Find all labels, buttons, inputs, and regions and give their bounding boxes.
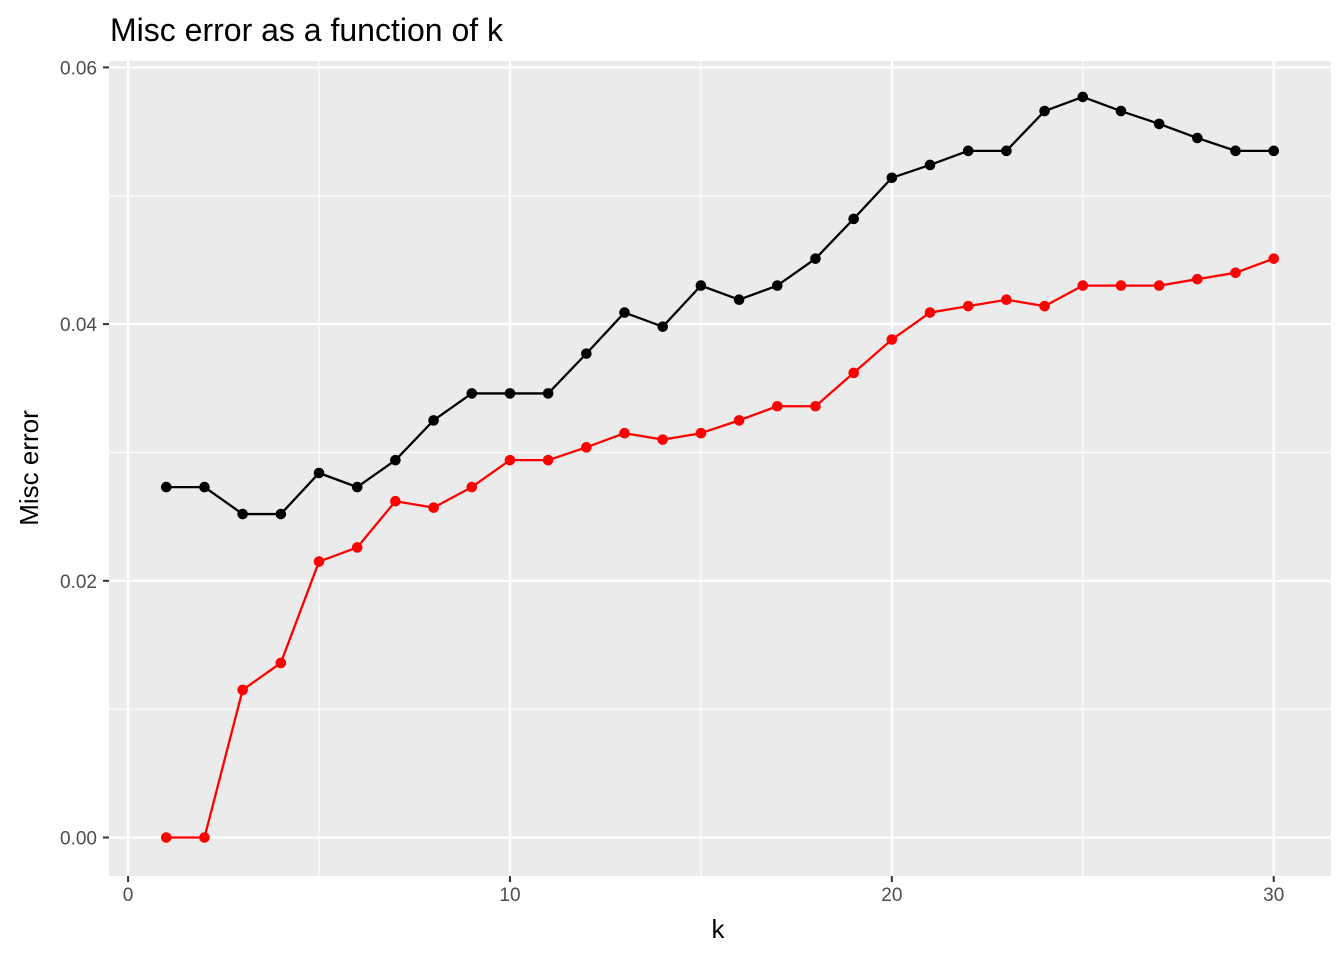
x-axis: 0 10 20 30 xyxy=(123,876,1284,906)
data-point xyxy=(733,415,745,426)
data-point xyxy=(504,388,516,399)
y-tick-label: 0.00 xyxy=(60,828,97,849)
data-point xyxy=(160,481,172,493)
data-point xyxy=(351,481,363,493)
data-point xyxy=(428,502,439,513)
data-point xyxy=(1039,105,1050,117)
data-point xyxy=(848,213,859,225)
data-point xyxy=(1192,132,1203,144)
data-point xyxy=(1115,280,1127,291)
series-layer xyxy=(160,91,1280,843)
data-point xyxy=(619,307,630,318)
data-point xyxy=(733,294,745,306)
data-point xyxy=(1268,145,1280,157)
y-tick-label: 0.04 xyxy=(60,315,97,336)
data-point xyxy=(1115,105,1127,117)
data-point xyxy=(466,481,478,493)
grid-minor xyxy=(109,61,1331,876)
data-point xyxy=(1039,300,1050,312)
data-point xyxy=(428,415,439,426)
y-tick-label: 0.02 xyxy=(60,572,97,593)
data-point xyxy=(237,684,248,696)
x-tick-label: 30 xyxy=(1263,885,1284,906)
data-point xyxy=(466,388,478,399)
data-point xyxy=(581,442,592,453)
data-point xyxy=(542,454,554,466)
data-point xyxy=(1268,253,1280,264)
data-point xyxy=(1192,273,1203,285)
data-point xyxy=(313,556,325,567)
data-point xyxy=(962,300,974,312)
data-point xyxy=(351,542,363,553)
data-point xyxy=(848,367,859,379)
data-point xyxy=(237,508,248,520)
y-axis-title: Misc error xyxy=(14,410,44,526)
data-point xyxy=(390,495,401,507)
data-point xyxy=(1001,145,1012,157)
data-point xyxy=(1077,280,1089,291)
data-point xyxy=(199,832,210,843)
x-tick-label: 10 xyxy=(499,885,520,906)
x-tick-label: 20 xyxy=(881,885,902,906)
data-point xyxy=(1077,91,1089,103)
data-point xyxy=(1230,267,1241,279)
data-point xyxy=(810,253,821,264)
data-point xyxy=(924,307,936,318)
data-point xyxy=(924,159,936,171)
data-point xyxy=(619,427,630,439)
data-point xyxy=(390,454,401,466)
x-tick-label: 0 xyxy=(123,885,134,906)
series-line xyxy=(166,257,1275,839)
data-point xyxy=(1230,145,1241,157)
data-point xyxy=(810,400,821,412)
data-point xyxy=(504,454,516,466)
data-point xyxy=(1001,294,1012,306)
y-axis: 0.00 0.02 0.04 0.06 xyxy=(60,58,109,849)
data-point xyxy=(581,348,592,359)
x-axis-title: k xyxy=(712,914,726,944)
data-point xyxy=(1153,118,1165,130)
plot-panel xyxy=(109,61,1331,876)
data-point xyxy=(657,434,669,445)
data-point xyxy=(962,145,974,157)
data-point xyxy=(275,657,287,669)
data-point xyxy=(1153,280,1165,291)
data-point xyxy=(313,467,325,479)
data-point xyxy=(542,388,554,399)
data-point xyxy=(695,280,707,291)
data-point xyxy=(275,508,287,520)
data-point xyxy=(199,481,210,493)
data-point xyxy=(771,280,783,291)
y-tick-label: 0.06 xyxy=(60,58,97,79)
data-point xyxy=(160,832,172,843)
data-point xyxy=(657,321,669,332)
series-line xyxy=(166,95,1274,516)
data-point xyxy=(695,427,707,439)
series-2 xyxy=(160,253,1280,843)
series-1 xyxy=(160,91,1280,520)
data-point xyxy=(771,400,783,412)
data-point xyxy=(886,334,898,345)
chart-title: Misc error as a function of k xyxy=(110,12,504,48)
data-point xyxy=(886,172,898,184)
